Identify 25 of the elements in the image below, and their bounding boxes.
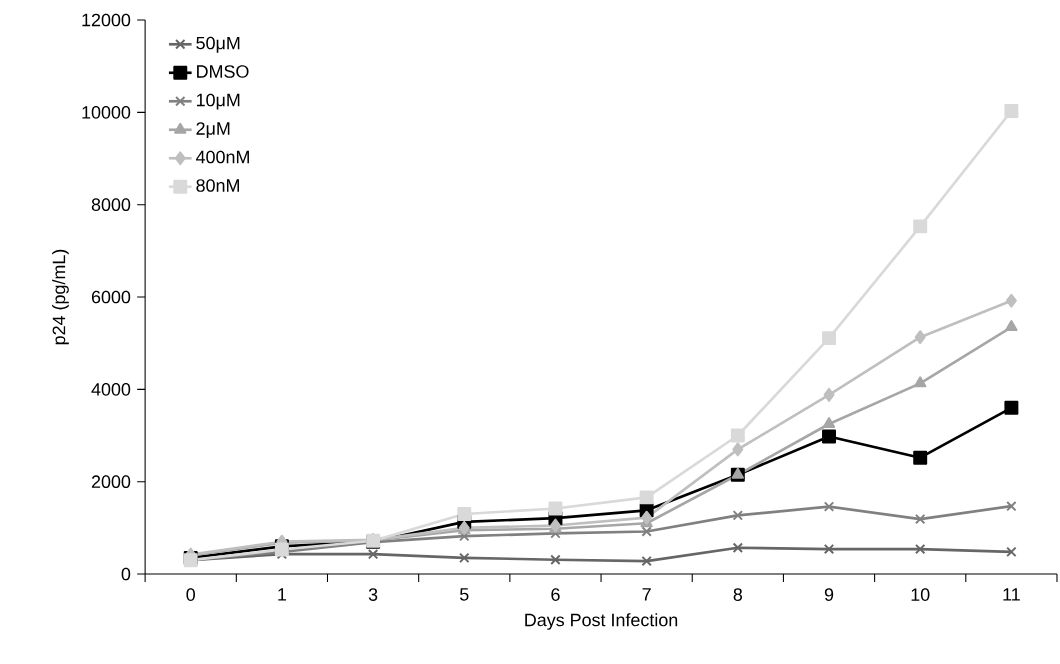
legend-label: 2μM	[196, 122, 230, 139]
y-tick-label: 12000	[82, 13, 131, 27]
x-tick-label: 6	[551, 588, 560, 601]
x-tick-label: 10	[911, 588, 930, 601]
legend-label: 400nM	[196, 150, 249, 164]
y-tick-label: 0	[121, 567, 131, 581]
x-tick-label: 0	[186, 588, 195, 601]
x-axis-title: Days Post Infection	[525, 613, 678, 630]
x-tick-label: 3	[368, 588, 378, 601]
y-axis-title: p24 (pg/mL)	[52, 249, 69, 345]
legend-label: 50μM	[196, 36, 240, 53]
x-tick-label: 5	[459, 588, 469, 601]
legend-label: 10μM	[196, 93, 240, 110]
x-tick-label: 7	[642, 588, 651, 601]
x-tick-label: 8	[733, 588, 743, 601]
x-tick-label: 11	[1003, 588, 1020, 601]
legend-label: DMSO	[197, 65, 249, 78]
y-tick-label: 8000	[91, 198, 131, 212]
legend-label: 80nM	[196, 179, 239, 192]
x-tick-label: 1	[278, 588, 287, 601]
x-tick-label: 9	[824, 588, 834, 601]
y-tick-label: 4000	[91, 383, 131, 396]
y-tick-label: 6000	[91, 290, 131, 304]
y-tick-label: 2000	[91, 475, 131, 489]
y-tick-label: 10000	[82, 106, 131, 119]
